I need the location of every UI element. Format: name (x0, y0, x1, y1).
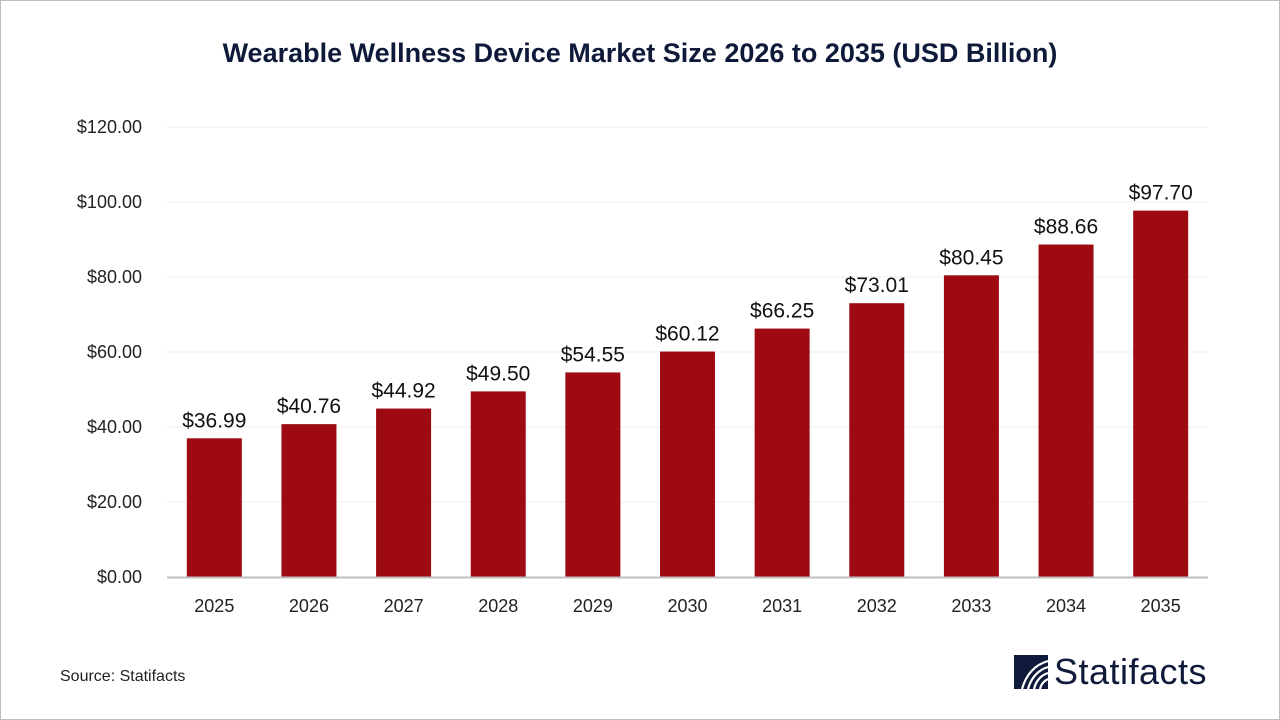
bar (943, 275, 999, 577)
data-label: $97.70 (1129, 182, 1193, 205)
x-tick-label: 2029 (573, 596, 613, 616)
x-tick-label: 2034 (1046, 596, 1086, 616)
y-tick-label: $40.00 (87, 417, 142, 437)
x-tick-label: 2033 (951, 596, 991, 616)
data-label: $73.01 (845, 274, 909, 297)
bar (281, 424, 337, 577)
bar (849, 303, 905, 577)
y-tick-label: $60.00 (87, 342, 142, 362)
data-label: $60.12 (655, 323, 719, 346)
data-label: $40.76 (277, 395, 341, 418)
y-tick-label: $80.00 (87, 267, 142, 287)
x-tick-label: 2035 (1141, 596, 1181, 616)
bar (186, 438, 242, 577)
chart-title: Wearable Wellness Device Market Size 202… (222, 38, 1058, 68)
data-label: $36.99 (182, 409, 246, 432)
data-label: $80.45 (939, 246, 1003, 269)
bar (1133, 210, 1189, 577)
data-label: $88.66 (1034, 216, 1098, 239)
bar (470, 391, 526, 577)
x-tick-label: 2026 (289, 596, 329, 616)
x-tick-label: 2031 (762, 596, 802, 616)
data-label: $54.55 (561, 343, 625, 366)
bar (1038, 244, 1094, 577)
data-label: $44.92 (371, 380, 435, 403)
x-tick-label: 2028 (478, 596, 518, 616)
source-note: Source: Statifacts (60, 668, 186, 685)
x-tick-label: 2030 (667, 596, 707, 616)
bar (376, 408, 432, 577)
bar (660, 351, 715, 577)
statifacts-logo: Statifacts (1014, 651, 1207, 693)
x-tick-label: 2025 (194, 596, 234, 616)
y-tick-label: $100.00 (77, 192, 142, 212)
bar (754, 328, 810, 577)
data-label: $66.25 (750, 300, 814, 323)
bar (565, 372, 621, 577)
x-tick-label: 2027 (384, 596, 424, 616)
y-tick-label: $0.00 (97, 567, 142, 587)
data-label: $49.50 (466, 362, 530, 385)
y-tick-label: $20.00 (87, 492, 142, 512)
y-tick-label: $120.00 (77, 117, 142, 137)
x-tick-label: 2032 (857, 596, 897, 616)
statifacts-logo-icon (1014, 655, 1048, 689)
